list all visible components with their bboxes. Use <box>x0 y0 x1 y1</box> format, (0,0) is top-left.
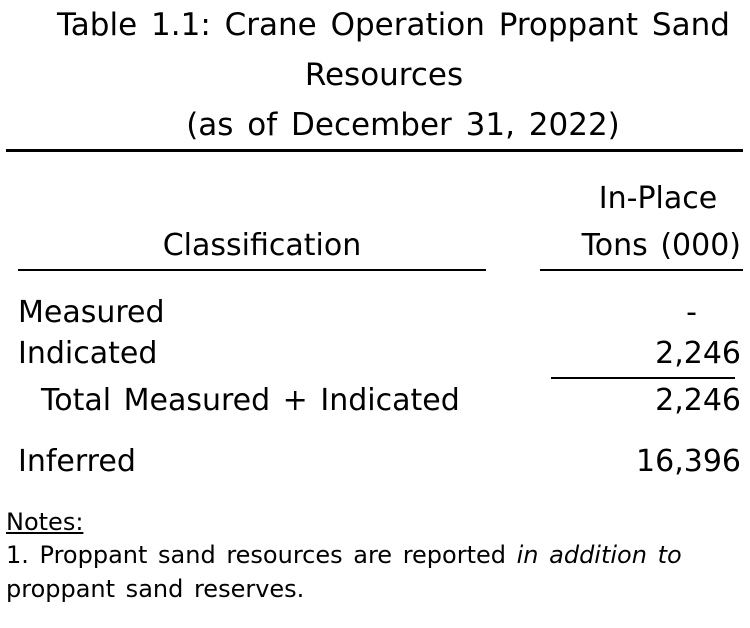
notes-heading: Notes: <box>6 508 84 536</box>
row-value: 16,396 <box>636 444 741 479</box>
title-rule <box>6 149 743 152</box>
row-value: - <box>686 295 697 330</box>
row-value: 2,246 <box>655 383 741 418</box>
row-label: Total Measured + Indicated <box>41 383 460 418</box>
row-value: 2,246 <box>655 336 741 371</box>
note-italic: in addition to <box>516 541 682 569</box>
column-header: Classification <box>162 228 362 263</box>
note-line: proppant sand reserves. <box>6 575 305 603</box>
header-underline <box>540 269 743 271</box>
row-label: Measured <box>18 295 165 330</box>
title-line: (as of December 31, 2022) <box>186 107 620 143</box>
note-line: 1. Proppant sand resources are reported … <box>6 543 682 567</box>
row-label: Inferred <box>18 444 136 479</box>
subtotal-rule <box>551 377 735 379</box>
column-header: Tons (000) <box>581 228 741 263</box>
row-label: Indicated <box>18 336 158 371</box>
header-underline <box>18 269 486 271</box>
note-text: 1. Proppant sand resources are reported <box>6 541 517 569</box>
column-header: In-Place <box>598 181 718 216</box>
title-line: Resources <box>304 57 464 93</box>
title-line: Table 1.1: Crane Operation Proppant Sand <box>57 7 730 43</box>
